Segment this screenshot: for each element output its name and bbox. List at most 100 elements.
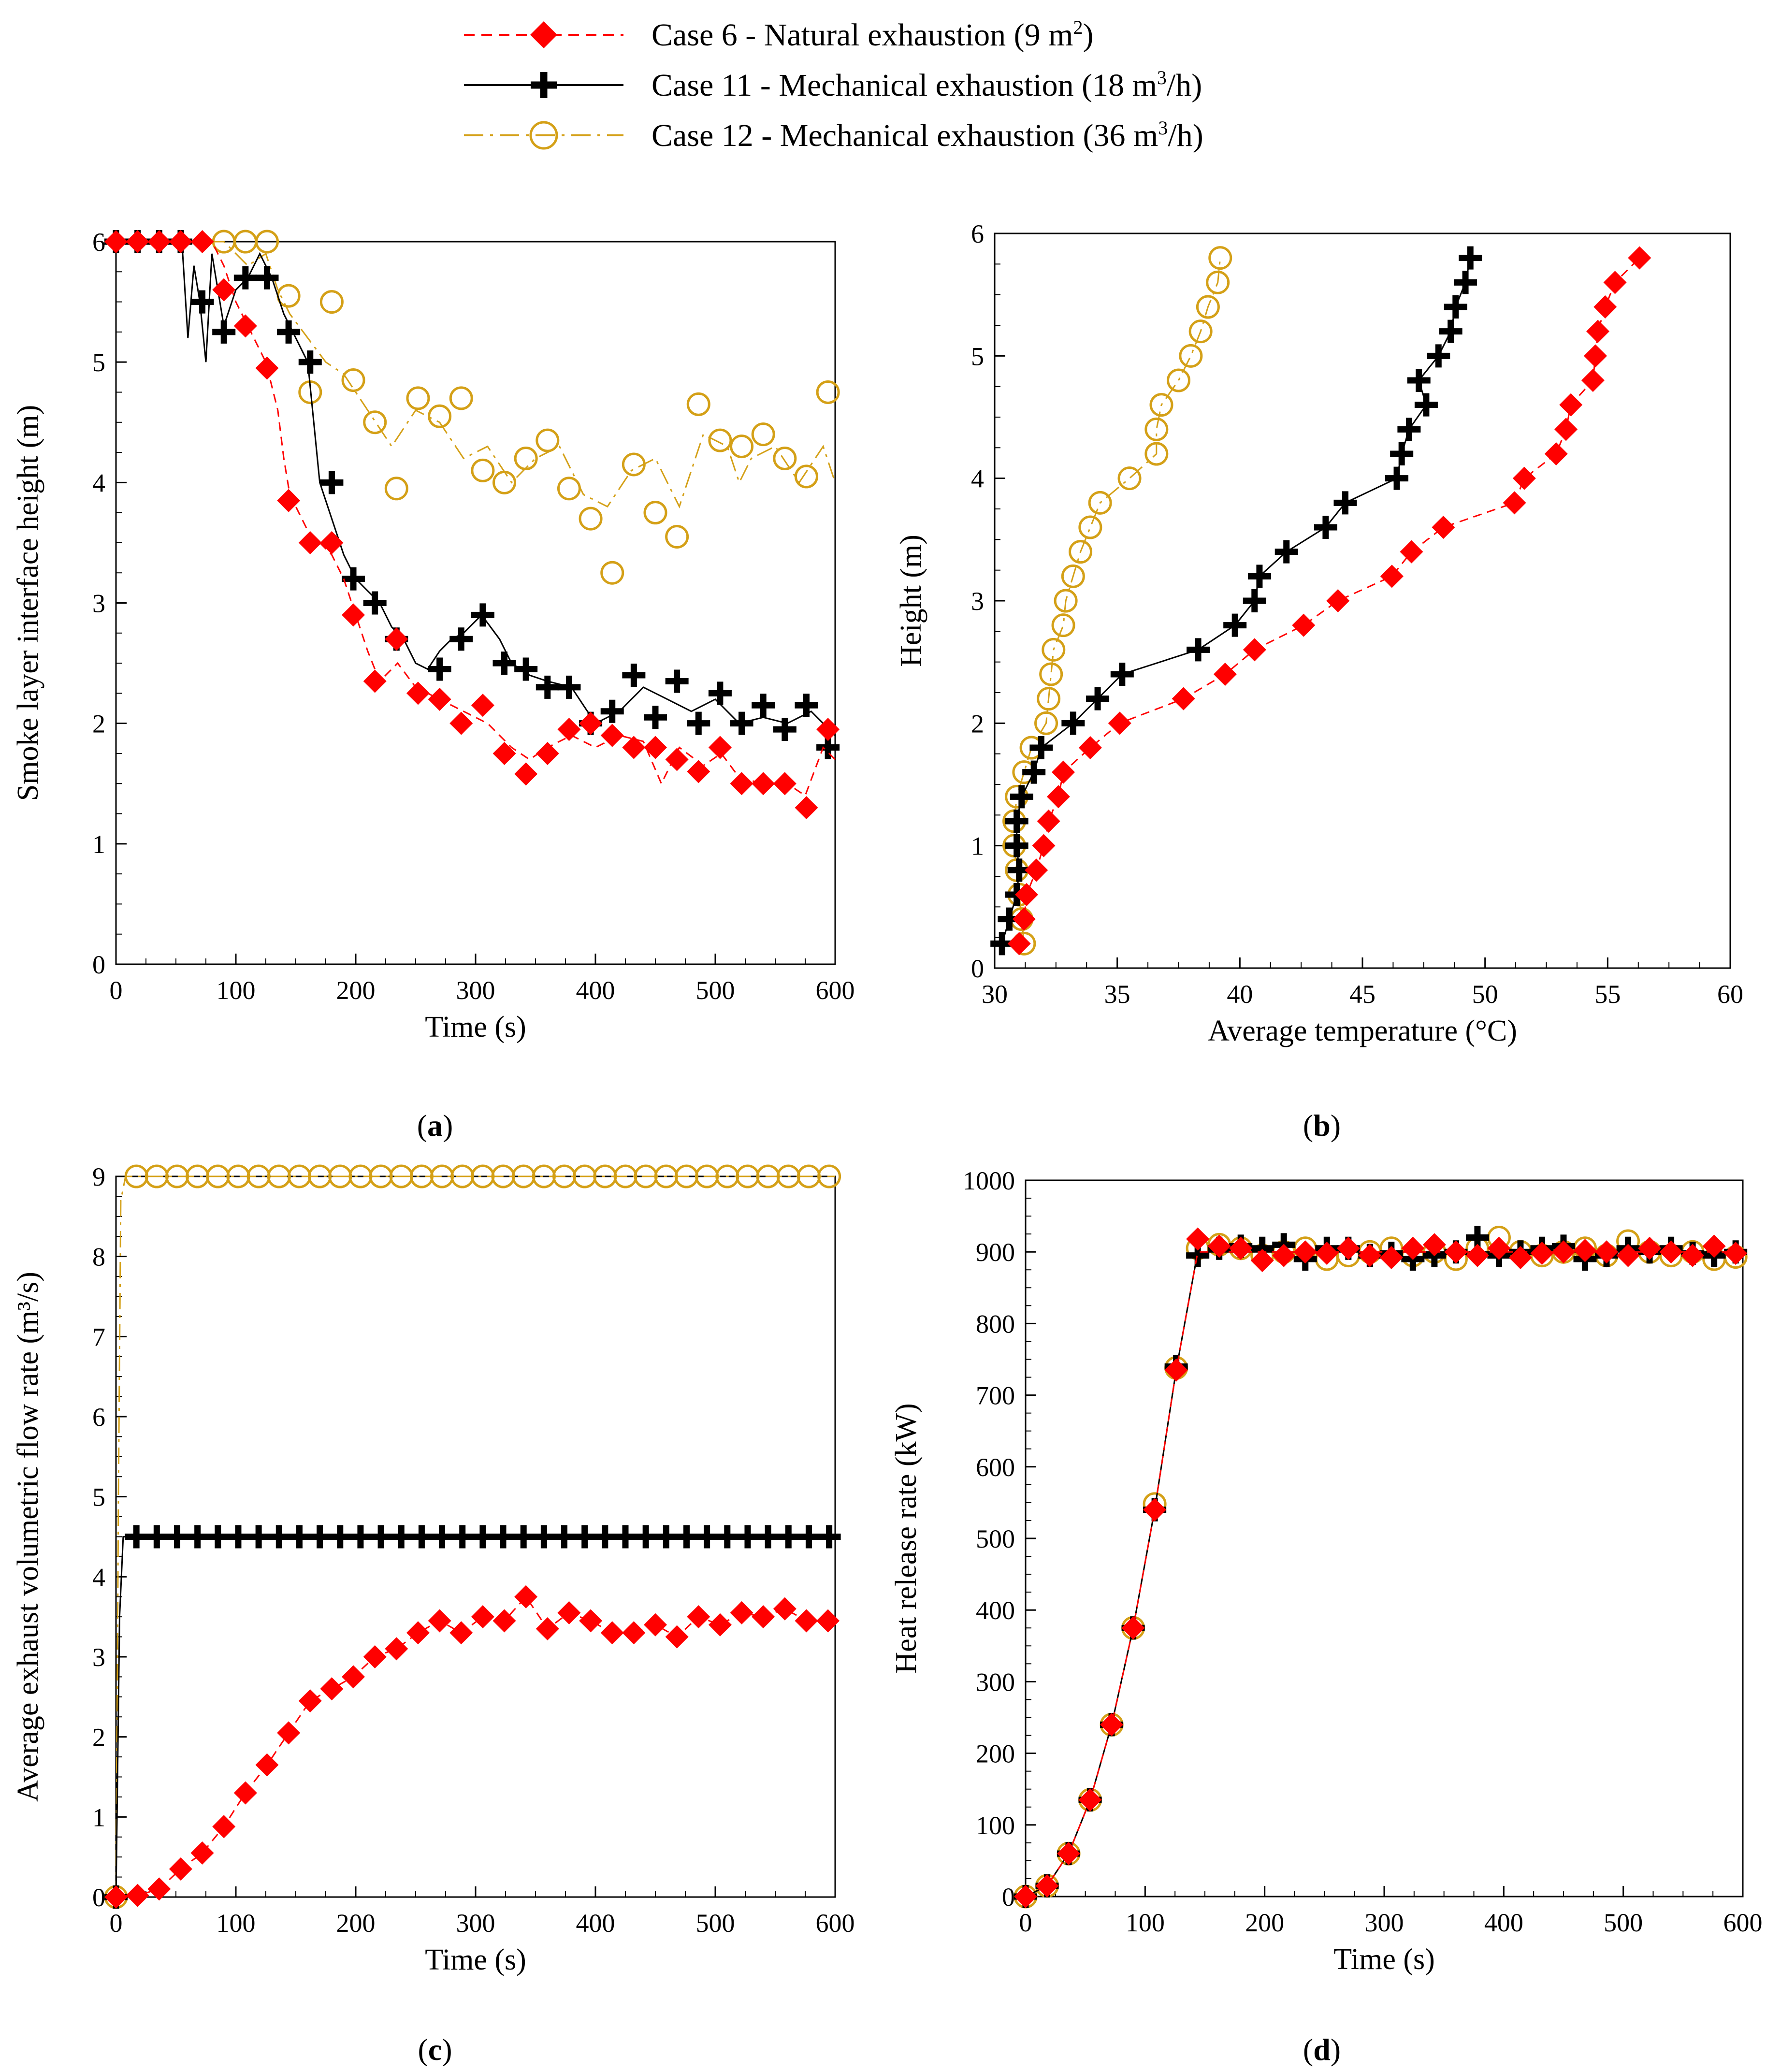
data-point-plus — [428, 657, 451, 681]
data-point-diamond — [795, 1609, 818, 1633]
x-tick-label: 100 — [217, 976, 256, 1005]
data-point-diamond — [1503, 491, 1526, 515]
y-tick-label: 0 — [971, 954, 984, 983]
data-point-diamond — [773, 1597, 796, 1621]
data-point-diamond — [428, 687, 451, 711]
x-tick-label: 50 — [1472, 980, 1498, 1009]
series-line — [1025, 1251, 1743, 1898]
data-point-plus — [532, 1525, 556, 1549]
data-point-plus — [557, 675, 581, 699]
x-tick-label: 45 — [1349, 980, 1376, 1009]
data-point-diamond — [644, 1613, 667, 1637]
data-point-diamond — [1007, 932, 1031, 956]
data-point-plus — [1454, 271, 1477, 294]
data-point-plus — [817, 1525, 841, 1549]
data-point-circle — [730, 435, 754, 459]
y-tick-label: 0 — [1002, 1883, 1015, 1912]
y-axis-label: Average exhaust volumetric flow rate (m³… — [12, 1272, 44, 1802]
data-point-plus — [1010, 785, 1033, 809]
data-point-diamond — [1250, 1248, 1274, 1272]
data-point-plus — [715, 1525, 739, 1549]
x-tick-label: 200 — [336, 1909, 376, 1938]
x-tick-label: 600 — [1723, 1908, 1763, 1937]
data-point-diamond — [1681, 1244, 1705, 1267]
data-point-plus — [267, 1525, 291, 1549]
data-point-circle — [686, 392, 710, 416]
series-case12 — [1002, 246, 1232, 956]
data-point-diamond — [730, 772, 753, 796]
data-point-diamond — [1172, 687, 1195, 710]
data-point-diamond — [1143, 1498, 1167, 1521]
data-point-plus — [212, 320, 236, 344]
legend-item-case6: Case 6 - Natural exhaustion (9 m2) — [464, 16, 1093, 53]
data-point-diamond — [1595, 1240, 1619, 1264]
data-point-circle — [751, 422, 775, 447]
data-point-circle — [255, 230, 279, 254]
series-case6 — [104, 230, 840, 820]
data-point-diamond — [1593, 295, 1617, 319]
series-line — [116, 241, 836, 509]
data-point-circle — [363, 410, 387, 435]
y-tick-label: 3 — [971, 587, 984, 616]
data-point-diamond — [816, 1609, 840, 1633]
x-tick-label: 60 — [1717, 980, 1743, 1009]
panel-label: (b) — [1303, 1108, 1341, 1143]
series-case11 — [1014, 1226, 1748, 1908]
data-point-plus — [614, 1525, 637, 1549]
y-tick-label: 0 — [92, 1883, 105, 1912]
data-point-plus — [622, 664, 646, 687]
y-tick-label: 300 — [976, 1667, 1015, 1696]
data-point-plus — [1444, 295, 1467, 319]
data-point-diamond — [1243, 638, 1266, 662]
data-point-circle — [1054, 589, 1078, 613]
data-point-diamond — [687, 1605, 710, 1629]
x-tick-label: 55 — [1594, 980, 1621, 1009]
data-point-circle — [1069, 540, 1093, 564]
data-point-circle — [1117, 466, 1142, 491]
series-line — [1025, 1251, 1743, 1898]
data-point-diamond — [1603, 271, 1627, 294]
x-tick-label: 100 — [217, 1909, 256, 1938]
data-point-diamond — [1078, 1788, 1102, 1811]
data-point-plus — [328, 1525, 352, 1549]
data-point-plus — [308, 1525, 332, 1549]
series-line — [116, 1595, 828, 1898]
data-point-diamond — [385, 1637, 408, 1661]
data-point-circle — [492, 470, 517, 494]
legend-marker-circle-icon — [529, 121, 558, 150]
data-point-diamond — [428, 1609, 451, 1633]
series-case12 — [116, 230, 840, 585]
data-point-diamond — [1186, 1227, 1210, 1251]
data-point-diamond — [1358, 1244, 1382, 1267]
data-point-diamond — [1229, 1236, 1253, 1260]
data-point-diamond — [1380, 565, 1404, 588]
data-point-circle — [319, 290, 344, 314]
data-point-plus — [687, 711, 710, 735]
data-point-circle — [1144, 417, 1169, 441]
data-point-diamond — [536, 741, 559, 765]
data-point-diamond — [600, 724, 624, 747]
series-line — [1001, 258, 1471, 944]
data-point-plus — [695, 1525, 719, 1549]
data-point-circle — [514, 447, 538, 470]
x-tick-label: 35 — [1104, 980, 1130, 1009]
data-point-plus — [756, 1525, 780, 1549]
y-tick-label: 5 — [92, 1483, 105, 1512]
data-point-plus — [342, 567, 365, 591]
data-point-plus — [190, 290, 214, 314]
x-tick-label: 600 — [816, 976, 855, 1005]
data-point-plus — [1390, 442, 1414, 465]
y-tick-label: 200 — [976, 1739, 1015, 1768]
series-case6 — [1014, 1227, 1748, 1908]
data-point-diamond — [147, 230, 171, 253]
data-point-diamond — [363, 669, 387, 693]
data-point-plus — [165, 1525, 189, 1549]
data-point-diamond — [298, 1689, 322, 1713]
data-point-plus — [644, 706, 667, 729]
data-point-diamond — [1530, 1242, 1554, 1265]
data-point-plus — [471, 603, 494, 627]
data-point-plus — [752, 694, 775, 717]
x-axis-label: Time (s) — [425, 1011, 526, 1043]
y-axis-label: Smoke layer interface height (m) — [12, 405, 44, 801]
